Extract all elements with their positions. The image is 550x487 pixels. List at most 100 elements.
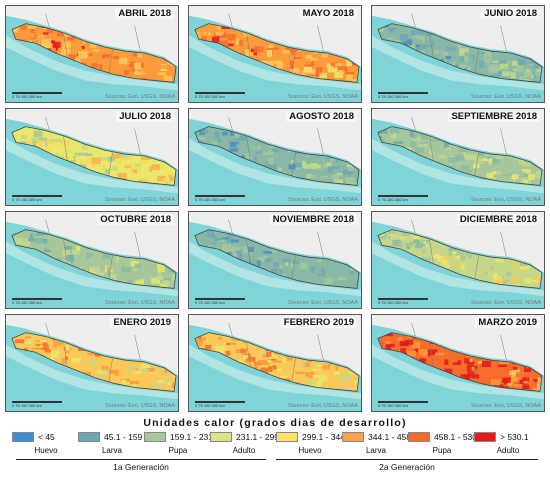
legend-label: 344.1 - 458	[368, 432, 412, 442]
land-area	[372, 315, 544, 376]
stage-label: Larva	[101, 446, 122, 455]
panel-title: MAYO 2018	[299, 8, 357, 19]
legend-item: 45.1 - 159	[78, 431, 144, 443]
scale-bar-line	[12, 298, 62, 300]
scale-bar: 0 75 150 300 km	[378, 298, 428, 305]
scale-bar: 0 75 150 300 km	[195, 401, 245, 408]
map-panel: JULIO 2018 0 75 150 300 km Sources: Esri, …	[5, 108, 179, 206]
scale-bar-line	[12, 92, 62, 94]
land-area	[189, 109, 361, 170]
map-panel: ENERO 2019 0 75 150 300 km Sources: Esri, …	[5, 314, 179, 412]
legend-label: 159.1 - 231	[170, 432, 214, 442]
legend: < 45 45.1 - 159 159.1 - 231 231.1 - 299 299.…	[12, 431, 540, 445]
scale-bar-line	[378, 298, 428, 300]
scale-bar: 0 75 150 300 km	[12, 195, 62, 202]
generation-1-line	[16, 459, 266, 460]
generation-2-line	[276, 459, 538, 460]
legend-label: > 530.1	[500, 432, 529, 442]
map-panel: MARZO 2019 0 75 150 300 km Sources: Esri, …	[371, 314, 545, 412]
map-panel: MAYO 2018 0 75 150 300 km Sources: Esri, U…	[188, 5, 362, 103]
scale-bar-line	[378, 92, 428, 94]
land-area	[372, 212, 544, 273]
scale-bar-line	[378, 401, 428, 403]
scale-bar-label: 0 75 150 300 km	[12, 403, 42, 408]
map-sources: Sources: Esri, USGS, NOAA	[471, 94, 541, 100]
legend-label: < 45	[38, 432, 55, 442]
scale-bar: 0 75 150 300 km	[378, 92, 428, 99]
legend-swatch	[342, 432, 364, 442]
land-area	[6, 212, 178, 273]
scale-bar: 0 75 150 300 km	[378, 401, 428, 408]
stage-label: Pupa	[432, 446, 452, 455]
legend-label: 231.1 - 299	[236, 432, 280, 442]
scale-bar-line	[195, 195, 245, 197]
map-grid: ABRIL 2018 0 75 150 300 km Sources: Esri, …	[5, 5, 545, 415]
panel-title: AGOSTO 2018	[286, 111, 357, 122]
map-canvas	[6, 6, 178, 102]
legend-swatch	[210, 432, 232, 442]
scale-bar: 0 75 150 300 km	[195, 92, 245, 99]
map-sources: Sources: Esri, USGS, NOAA	[105, 94, 175, 100]
map-panel: FEBRERO 2019 0 75 150 300 km Sources: Esri…	[188, 314, 362, 412]
map-sources: Sources: Esri, USGS, NOAA	[471, 197, 541, 203]
legend-item: 458.1 - 530	[408, 431, 478, 443]
scale-bar-line	[195, 298, 245, 300]
legend-swatch	[12, 432, 34, 442]
map-panel: NOVIEMBRE 2018 0 75 150 300 km Sources: Es…	[188, 211, 362, 309]
legend-title: Unidades calor (grados dias de desarroll…	[143, 417, 407, 429]
scale-bar-line	[195, 92, 245, 94]
stage-label: Pupa	[168, 446, 188, 455]
scale-bar-label: 0 75 150 300 km	[12, 197, 42, 202]
map-sources: Sources: Esri, USGS, NOAA	[105, 197, 175, 203]
scale-bar-label: 0 75 150 300 km	[378, 197, 408, 202]
scale-bar-label: 0 75 150 300 km	[378, 94, 408, 99]
land-area	[6, 315, 178, 376]
land-area	[189, 6, 361, 67]
panel-title: JULIO 2018	[116, 111, 174, 122]
legend-item: < 45	[12, 431, 78, 443]
panel-title: OCTUBRE 2018	[97, 214, 174, 225]
land-area	[189, 212, 361, 273]
stage-label: Huevo	[34, 446, 58, 455]
stage-label: Huevo	[298, 446, 322, 455]
map-sources: Sources: Esri, USGS, NOAA	[105, 403, 175, 409]
map-canvas	[189, 315, 361, 411]
scale-bar-line	[12, 401, 62, 403]
generation-1-label: 1a Generación	[113, 462, 169, 472]
scale-bar-label: 0 75 150 300 km	[12, 94, 42, 99]
scale-bar-label: 0 75 150 300 km	[195, 403, 225, 408]
scale-bar-label: 0 75 150 300 km	[195, 197, 225, 202]
panel-title: DICIEMBRE 2018	[456, 214, 540, 225]
legend-item: 231.1 - 299	[210, 431, 280, 443]
land-area	[372, 6, 544, 67]
legend-swatch	[276, 432, 298, 442]
map-panel: OCTUBRE 2018 0 75 150 300 km Sources: Esri…	[5, 211, 179, 309]
map-sources: Sources: Esri, USGS, NOAA	[105, 300, 175, 306]
scale-bar: 0 75 150 300 km	[12, 401, 62, 408]
map-panel: SEPTIEMBRE 2018 0 75 150 300 km Sources: E…	[371, 108, 545, 206]
map-panel: AGOSTO 2018 0 75 150 300 km Sources: Esri,…	[188, 108, 362, 206]
map-sources: Sources: Esri, USGS, NOAA	[288, 403, 358, 409]
panel-title: NOVIEMBRE 2018	[269, 214, 357, 225]
map-canvas	[6, 212, 178, 308]
scale-bar-label: 0 75 150 300 km	[12, 300, 42, 305]
scale-bar: 0 75 150 300 km	[378, 195, 428, 202]
scale-bar-line	[12, 195, 62, 197]
legend-label: 458.1 - 530	[434, 432, 478, 442]
legend-item: > 530.1	[474, 431, 540, 443]
map-canvas	[189, 109, 361, 205]
panel-title: ENERO 2019	[110, 317, 174, 328]
legend-item: 159.1 - 231	[144, 431, 214, 443]
legend-item: 344.1 - 458	[342, 431, 412, 443]
panel-title: ABRIL 2018	[115, 8, 174, 19]
land-area	[6, 109, 178, 170]
map-sources: Sources: Esri, USGS, NOAA	[288, 300, 358, 306]
panel-title: MARZO 2019	[475, 317, 540, 328]
scale-bar: 0 75 150 300 km	[195, 195, 245, 202]
map-canvas	[189, 6, 361, 102]
map-sources: Sources: Esri, USGS, NOAA	[288, 197, 358, 203]
legend-label: 45.1 - 159	[104, 432, 143, 442]
legend-swatch	[144, 432, 166, 442]
map-panel: ABRIL 2018 0 75 150 300 km Sources: Esri, …	[5, 5, 179, 103]
scale-bar-label: 0 75 150 300 km	[195, 300, 225, 305]
